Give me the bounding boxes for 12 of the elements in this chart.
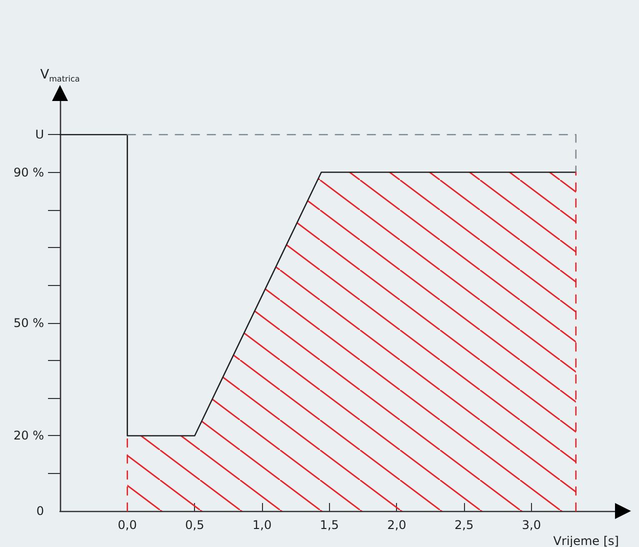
y-tick-label: 0: [36, 504, 44, 518]
x-tick-label: 2,5: [454, 518, 474, 532]
x-tick-label: 0,0: [118, 518, 137, 532]
y-tick-label: 90 %: [14, 165, 44, 180]
x-tick-label: 0,5: [185, 518, 204, 532]
y-tick-label: 50 %: [14, 316, 44, 330]
y-tick-label: U: [35, 128, 44, 142]
x-tick-label: 1,0: [252, 518, 272, 532]
y-tick-label: 20 %: [14, 428, 44, 443]
x-tick-label: 2,0: [387, 518, 406, 532]
x-tick-label: 3,0: [522, 518, 541, 532]
x-tick-label: 1,5: [320, 518, 339, 532]
